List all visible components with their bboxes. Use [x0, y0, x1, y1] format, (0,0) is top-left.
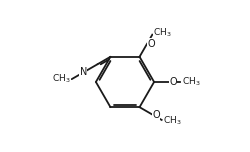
Text: CH$_3$: CH$_3$	[52, 73, 71, 85]
Text: O: O	[147, 39, 155, 49]
Text: N: N	[80, 67, 87, 77]
Text: CH$_3$: CH$_3$	[182, 76, 200, 88]
Text: CH$_3$: CH$_3$	[153, 27, 172, 39]
Text: O: O	[152, 110, 160, 120]
Text: O: O	[169, 77, 177, 87]
Text: CH$_3$: CH$_3$	[164, 115, 182, 127]
